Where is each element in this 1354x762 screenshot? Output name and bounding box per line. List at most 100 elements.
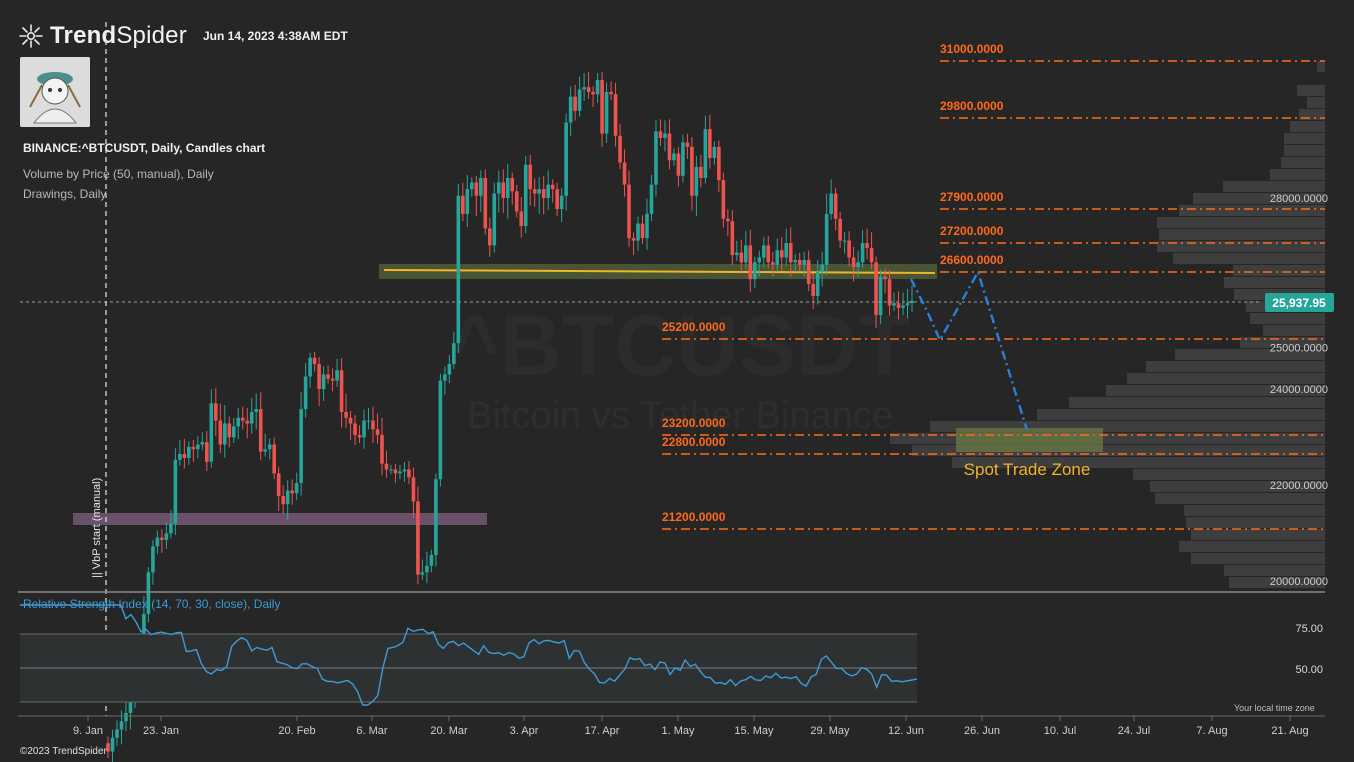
- candles: [106, 71, 914, 762]
- candle-body: [178, 454, 182, 460]
- candle-body: [429, 555, 434, 566]
- candle-body: [353, 423, 357, 435]
- candle-body: [775, 250, 780, 265]
- candle-body: [528, 164, 533, 190]
- time-tick-label: 7. Aug: [1196, 725, 1227, 737]
- vbp-bar: [1155, 493, 1325, 504]
- price-level-label: 31000.0000: [940, 42, 1004, 56]
- candle-body: [726, 218, 730, 222]
- time-tick-label: 6. Mar: [356, 725, 388, 737]
- candle-body: [303, 376, 308, 410]
- vbp-bar: [890, 433, 1325, 444]
- candle-body: [470, 182, 474, 190]
- candle-body: [829, 193, 833, 214]
- candle-body: [425, 565, 429, 573]
- candle-body: [690, 146, 694, 196]
- vbp-bar: [1069, 397, 1325, 408]
- candle-body: [155, 537, 160, 547]
- local-timezone-label[interactable]: Your local time zone: [1234, 703, 1315, 713]
- price-levels: 31000.0000 29800.0000 27900.0000 27200.0000…: [662, 42, 1325, 530]
- candle-body: [407, 469, 411, 478]
- price-tick-label: 22000.0000: [1270, 480, 1328, 492]
- time-tick-label: 23. Jan: [143, 725, 179, 737]
- support-resistance-line[interactable]: [383, 269, 936, 274]
- candle-body: [411, 477, 416, 502]
- candle-body: [366, 420, 371, 422]
- candle-body: [169, 523, 173, 534]
- vbp-bar: [1191, 553, 1325, 564]
- rsi-tick-75: 75.00: [1295, 623, 1323, 635]
- candle-body: [851, 257, 856, 268]
- spot-trade-zone-box[interactable]: [956, 428, 1103, 452]
- current-price-badge: [1265, 293, 1334, 312]
- vbp-bar: [1290, 121, 1325, 132]
- chart-datetime: Jun 14, 2023 4:38AM EDT: [203, 29, 348, 43]
- candle-body: [600, 80, 604, 134]
- candle-body: [474, 182, 479, 196]
- candle-body: [312, 357, 317, 364]
- candle-body: [357, 435, 362, 438]
- time-axis[interactable]: 9. Jan 23. Jan 20. Feb 6. Mar 20. Mar 3. Apr 1…: [73, 716, 1309, 737]
- candle-body: [708, 129, 712, 158]
- candle-body: [820, 264, 824, 272]
- candle-body: [115, 729, 119, 738]
- candle-body: [559, 195, 564, 209]
- vbp-bar: [1240, 337, 1325, 348]
- candle-body: [672, 153, 676, 161]
- candle-body: [640, 223, 645, 239]
- candle-body: [416, 501, 420, 575]
- price-level-label: 23200.0000: [662, 416, 726, 430]
- price-tick-label: 20000.0000: [1270, 576, 1328, 588]
- vbp-bar: [1184, 505, 1325, 516]
- candle-body: [892, 303, 896, 306]
- candle-body: [272, 444, 276, 474]
- vbp-bar: [1146, 361, 1325, 372]
- current-price-text: 25,937.95: [1272, 296, 1326, 310]
- vbp-bar: [1224, 277, 1325, 288]
- candle-body: [663, 133, 667, 138]
- vbp-bar: [1223, 181, 1325, 192]
- candle-body: [869, 247, 874, 263]
- candle-body: [443, 374, 447, 381]
- rsi-legend[interactable]: Relative Strength Index (14, 70, 30, clo…: [23, 597, 281, 611]
- candle-body: [613, 94, 618, 136]
- demand-zone[interactable]: [73, 513, 487, 525]
- time-tick-label: 26. Jun: [964, 725, 1000, 737]
- candle-body: [865, 243, 869, 248]
- candle-body: [523, 164, 528, 226]
- symbol-legend[interactable]: BINANCE:^BTCUSDT, Daily, Candles chart: [23, 141, 266, 155]
- candle-body: [887, 279, 892, 306]
- projection-path[interactable]: [909, 268, 1029, 431]
- candle-body: [874, 262, 878, 316]
- candle-body: [191, 446, 196, 450]
- candle-body: [308, 357, 312, 377]
- candle-body: [110, 737, 115, 752]
- spot-trade-zone-label: Spot Trade Zone: [964, 460, 1091, 479]
- indicator-drawings-legend[interactable]: Drawings, Daily: [23, 187, 107, 201]
- candle-body: [667, 133, 672, 161]
- indicator-vbp-legend[interactable]: Volume by Price (50, manual), Daily: [23, 167, 214, 181]
- price-level-label: 26600.0000: [940, 253, 1004, 267]
- candle-body: [586, 87, 591, 92]
- candle-body: [483, 178, 488, 229]
- vbp-bar: [1250, 313, 1325, 324]
- vbp-bar: [1179, 205, 1325, 216]
- time-tick-label: 21. Aug: [1271, 725, 1308, 737]
- candle-body: [420, 572, 425, 575]
- candle-body: [622, 162, 627, 185]
- vbp-bar: [1284, 133, 1325, 144]
- candle-body: [748, 245, 753, 280]
- trendspider-logo: TrendSpider: [18, 22, 187, 50]
- candle-body: [290, 490, 294, 494]
- candle-body: [649, 184, 654, 214]
- candle-body: [685, 142, 690, 147]
- price-axis[interactable]: 20000.0000 22000.0000 24000.0000 25000.0000…: [1270, 193, 1328, 588]
- candle-body: [263, 449, 268, 452]
- candle-body: [218, 420, 223, 445]
- candle-body: [205, 442, 209, 462]
- candle-body: [550, 184, 555, 190]
- price-tick-label: 28000.0000: [1270, 193, 1328, 205]
- author-avatar: [20, 57, 90, 127]
- vbp-bar: [1270, 169, 1325, 180]
